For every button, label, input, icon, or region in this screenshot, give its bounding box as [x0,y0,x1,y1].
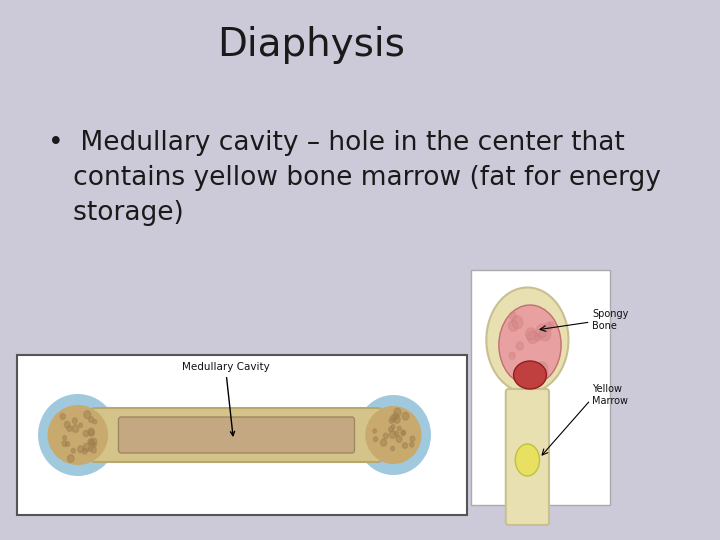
Circle shape [509,312,516,320]
Circle shape [91,438,96,445]
Circle shape [78,446,84,453]
Circle shape [539,368,548,379]
Circle shape [381,439,387,446]
Ellipse shape [356,395,431,475]
Text: storage): storage) [48,200,184,226]
Text: Medullary Cavity: Medullary Cavity [181,362,269,436]
Circle shape [71,448,76,453]
FancyBboxPatch shape [119,417,354,453]
Circle shape [88,438,94,445]
Circle shape [389,418,394,423]
Circle shape [84,430,89,437]
Circle shape [66,442,70,447]
Circle shape [67,426,72,431]
Circle shape [89,440,94,447]
Circle shape [410,436,415,442]
Text: Spongy
Bone: Spongy Bone [593,309,629,331]
Circle shape [63,436,66,440]
FancyBboxPatch shape [91,408,382,462]
Circle shape [91,448,96,453]
Circle shape [373,429,377,433]
Text: Yellow
Marrow: Yellow Marrow [593,384,629,406]
Circle shape [389,427,393,432]
Circle shape [84,411,91,418]
Circle shape [539,327,551,341]
Circle shape [401,431,405,435]
Circle shape [64,421,70,428]
Circle shape [391,447,395,451]
Circle shape [402,443,408,448]
Text: Diaphysis: Diaphysis [217,26,405,64]
Circle shape [93,420,96,424]
Circle shape [89,430,94,436]
Circle shape [394,408,401,416]
Ellipse shape [486,287,569,393]
Circle shape [60,414,66,420]
Text: contains yellow bone marrow (fat for energy: contains yellow bone marrow (fat for ene… [48,165,660,191]
FancyBboxPatch shape [505,389,549,525]
Circle shape [521,368,533,381]
Circle shape [72,418,77,423]
Circle shape [544,322,552,331]
Circle shape [390,415,397,422]
Circle shape [549,322,554,328]
Circle shape [401,430,405,435]
Circle shape [508,320,518,331]
Ellipse shape [516,444,539,476]
Ellipse shape [38,394,117,476]
Circle shape [396,436,402,442]
Circle shape [536,362,548,375]
Circle shape [91,442,96,448]
Circle shape [390,431,396,438]
Circle shape [516,342,523,350]
Ellipse shape [499,305,561,385]
Circle shape [536,324,548,338]
Circle shape [89,447,92,451]
Circle shape [88,428,94,436]
FancyBboxPatch shape [17,355,467,515]
Circle shape [394,416,400,423]
Circle shape [89,417,94,423]
Ellipse shape [48,405,108,465]
Circle shape [402,413,409,420]
Circle shape [397,426,401,430]
Circle shape [526,328,536,340]
Circle shape [527,331,538,343]
Circle shape [84,443,90,451]
Circle shape [391,424,395,429]
Ellipse shape [365,406,421,464]
Circle shape [72,424,78,433]
Circle shape [374,437,377,442]
Circle shape [535,334,541,341]
Circle shape [82,448,87,454]
Circle shape [383,433,388,439]
Text: •  Medullary cavity – hole in the center that: • Medullary cavity – hole in the center … [48,130,624,156]
Circle shape [395,431,399,436]
Ellipse shape [513,361,546,389]
Circle shape [68,455,74,462]
FancyBboxPatch shape [471,270,610,505]
Circle shape [393,413,399,420]
Circle shape [62,441,67,447]
Circle shape [410,442,414,447]
Circle shape [509,352,516,359]
Circle shape [79,423,83,427]
Circle shape [512,316,523,329]
